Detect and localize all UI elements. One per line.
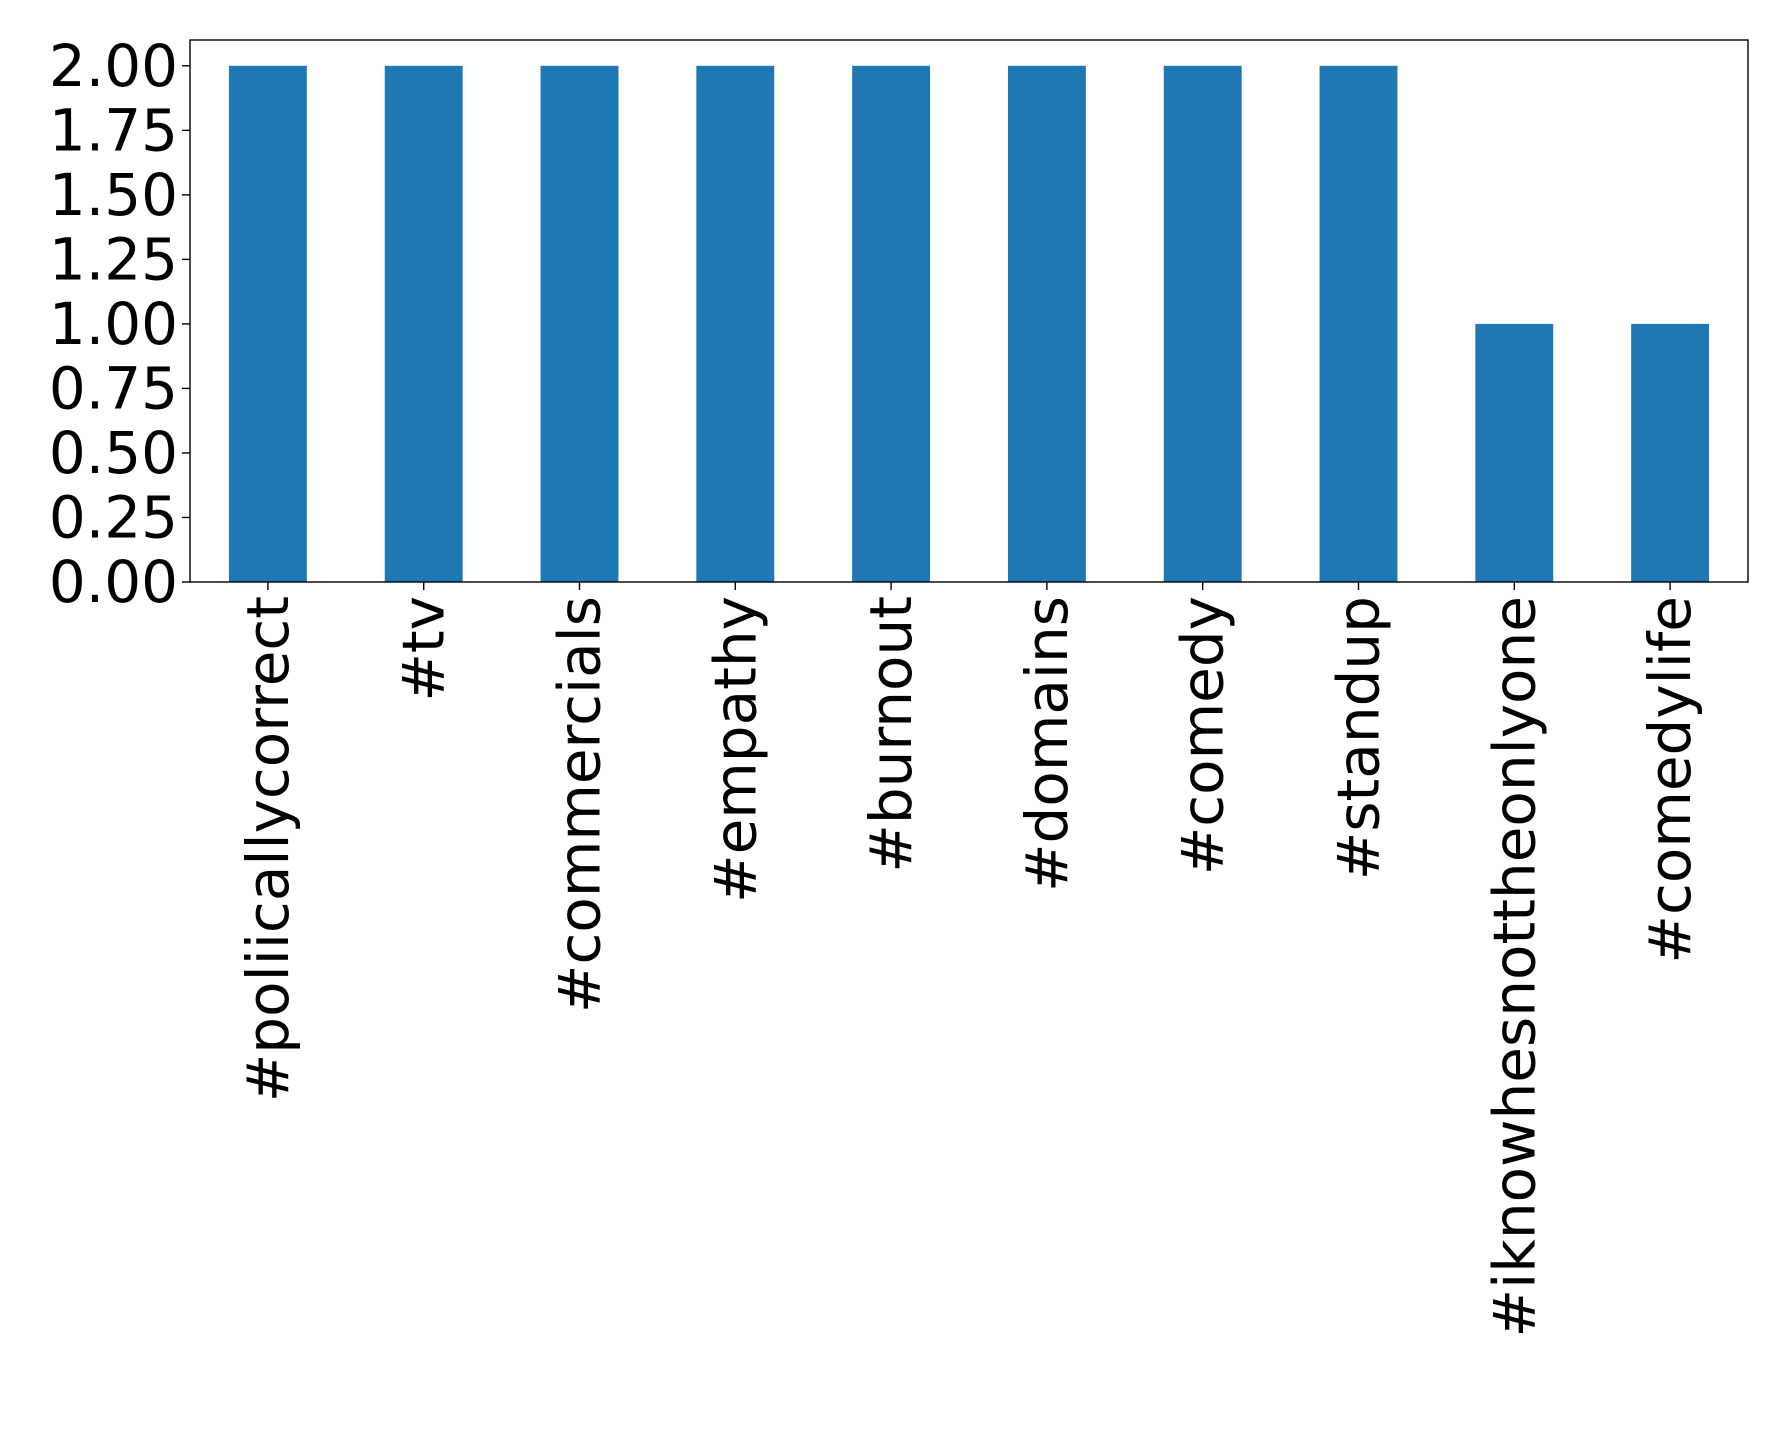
x-tick-label: #burnout [857,596,925,873]
bar-5 [1007,65,1086,583]
bar-7 [1319,65,1398,583]
x-tick-label: #iknowhesnottheonlyone [1480,596,1548,1337]
plot-frame [189,39,1749,583]
y-tick-label: 0.75 [49,354,178,422]
bar-0 [228,65,307,583]
x-tick-label: #domains [1013,596,1081,892]
y-tick-label: 0.00 [49,548,178,616]
x-axis: #poliicallycorrect #tv #commercials #empath… [234,582,1704,1337]
y-tick-label: 1.50 [49,161,178,229]
y-tick-label: 0.25 [49,483,178,551]
x-tick-label: #tv [390,596,458,702]
bar-8 [1475,323,1554,582]
x-tick-label: #commercials [546,596,614,1013]
x-tick-label: #empathy [701,596,769,903]
x-tick-label: #comedylife [1636,596,1704,964]
y-tick-label: 1.75 [49,96,178,164]
bar-4 [852,65,931,583]
bar-1 [384,65,463,583]
y-tick-label: 1.25 [49,225,178,293]
y-tick-label: 2.00 [49,32,178,100]
bars-layer [228,65,1710,583]
x-tick-label: #comedy [1169,596,1237,875]
bar-6 [1163,65,1242,583]
y-axis: 0.000.250.500.751.001.251.501.752.00 [49,32,190,616]
y-tick-label: 1.00 [49,290,178,358]
x-tick-label: #poliicallycorrect [234,596,302,1102]
bar-2 [540,65,619,583]
x-tick-label: #standup [1325,596,1393,880]
bar-3 [696,65,775,583]
bar-9 [1631,323,1710,582]
y-tick-label: 0.50 [49,419,178,487]
